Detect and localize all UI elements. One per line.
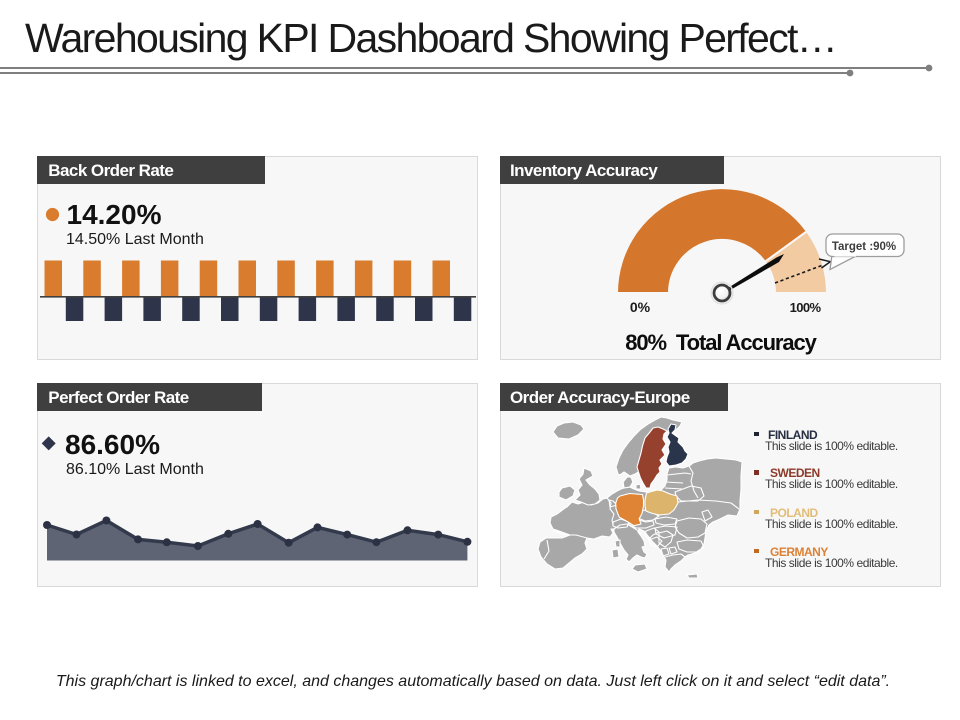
svg-text:Target :90%: Target :90% [832, 241, 896, 253]
svg-text:0%: 0% [630, 299, 651, 315]
svg-text:100%: 100% [790, 300, 822, 315]
